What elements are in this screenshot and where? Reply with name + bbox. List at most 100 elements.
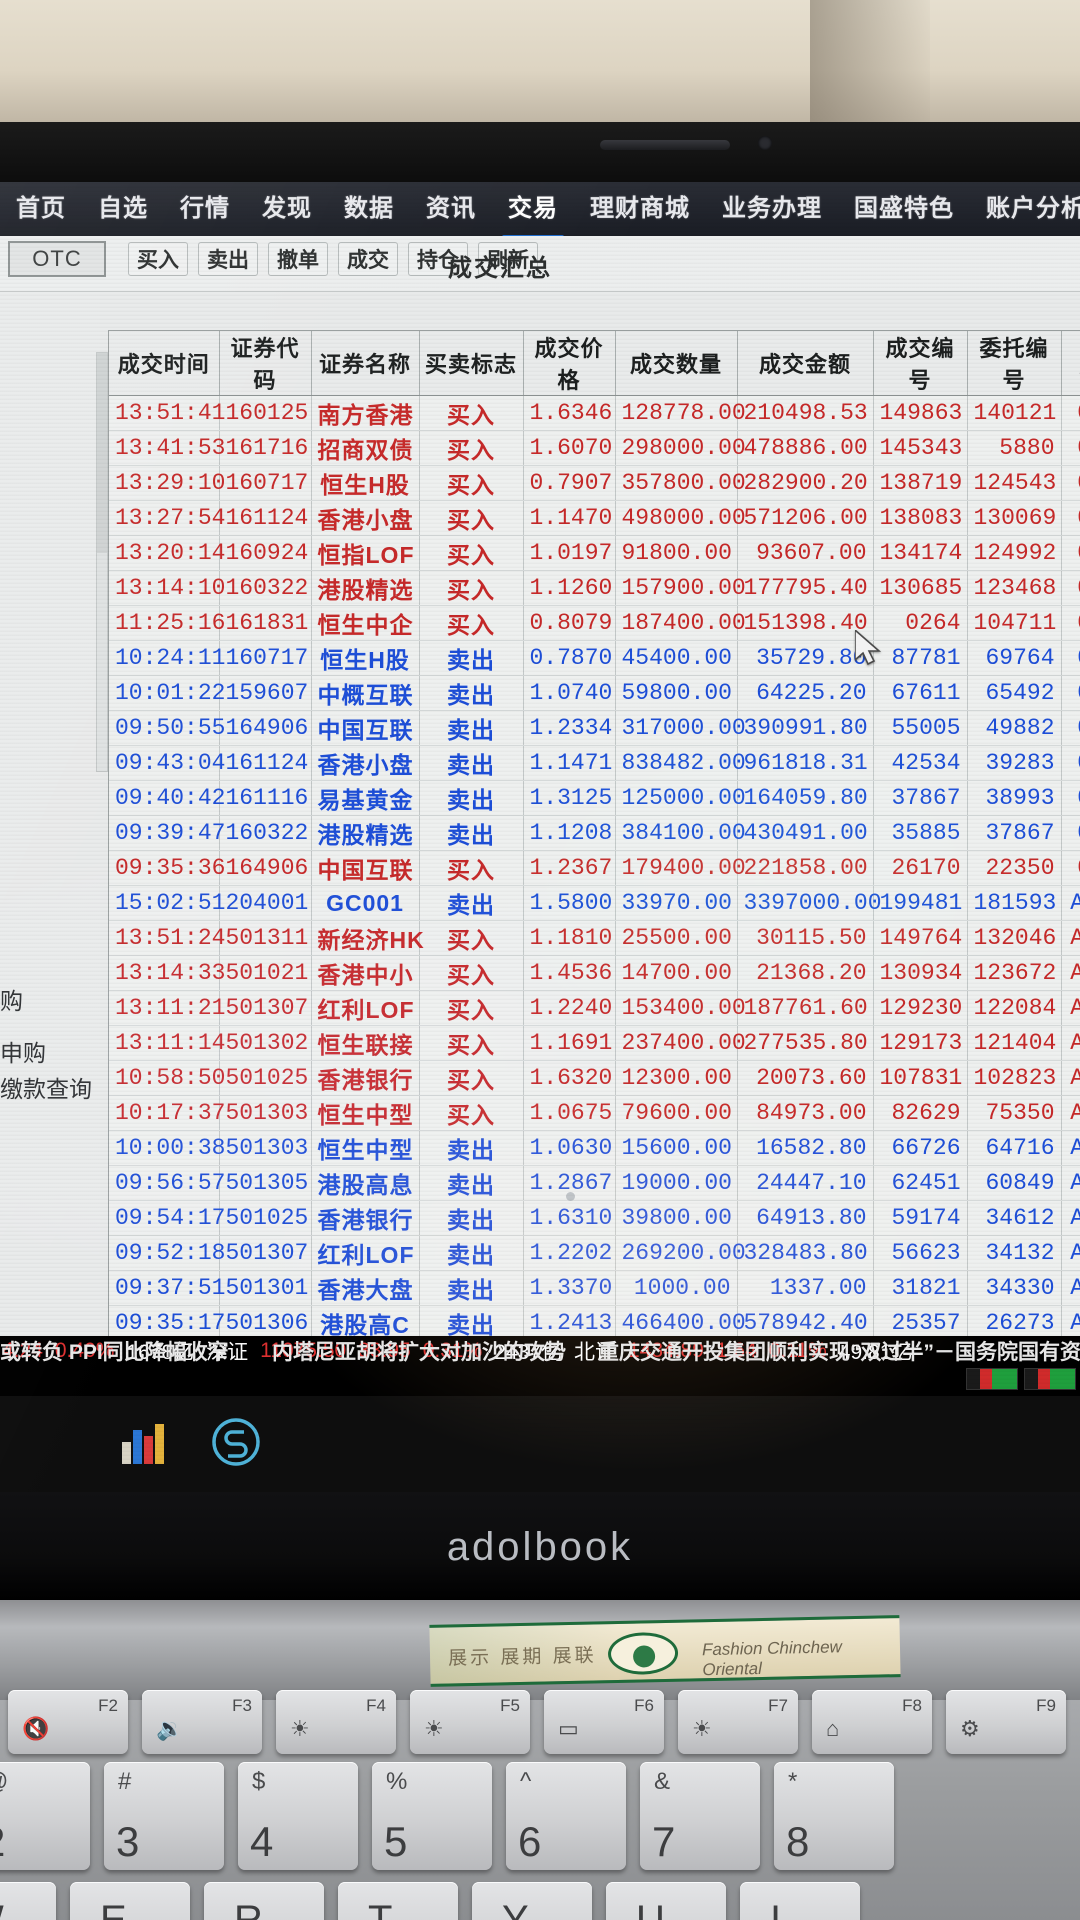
column-header-0[interactable]: 成交时间 (109, 331, 220, 396)
nav-item-1[interactable]: 自选 (98, 195, 148, 222)
sidebar-item-0[interactable]: 购 (0, 988, 23, 1014)
column-header-7[interactable]: 成交编号 (873, 331, 968, 396)
nav-item-6[interactable]: 交易 (492, 182, 574, 242)
toolbar-button-2[interactable]: 撤单 (268, 242, 328, 276)
table-row[interactable]: 09:56:57 501305 港股高息 卖出 1.2867 19000.00 24447.… (109, 1165, 1080, 1201)
toolbar-button-3[interactable]: 成交 (338, 242, 398, 276)
nav-item-8[interactable]: 业务办理 (722, 195, 822, 222)
key-f4[interactable]: ☀ F4 (276, 1690, 396, 1754)
table-row[interactable]: 09:43:04 161124 香港小盘 卖出 1.1471 838482.00 96181… (109, 745, 1080, 781)
table-row[interactable]: 13:51:41 160125 南方香港 买入 1.6346 128778.00 21049… (109, 395, 1080, 431)
news-item-0[interactable]: 或转负 PPI同比降幅收窄 (0, 1341, 229, 1364)
table-row[interactable]: 13:11:21 501307 红利LOF 买入 1.2240 153400.00 1877… (109, 990, 1080, 1026)
key-w[interactable]: W (0, 1882, 56, 1920)
toolbar-button-1[interactable]: 卖出 (198, 242, 258, 276)
key-f2[interactable]: 🔇 F2 (8, 1690, 128, 1754)
news-item-1[interactable]: 内塔尼亚胡将扩大对加沙的攻势 (272, 1341, 566, 1364)
key-5[interactable]: % 5 (372, 1762, 492, 1870)
key-f3[interactable]: 🔉 F3 (142, 1690, 262, 1754)
cell-price: 1.1691 (523, 1025, 616, 1061)
table-row[interactable]: 10:00:38 501303 恒生中型 卖出 1.0630 15600.00 16582.… (109, 1130, 1080, 1166)
nav-item-4[interactable]: 数据 (344, 195, 394, 222)
key-f9[interactable]: ⚙ F9 (946, 1690, 1066, 1754)
column-header-9[interactable]: 股 (1061, 331, 1080, 396)
table-row[interactable]: 09:40:42 161116 易基黄金 卖出 1.3125 125000.00 16405… (109, 780, 1080, 816)
table-row[interactable]: 13:27:54 161124 香港小盘 买入 1.1470 498000.00 57120… (109, 500, 1080, 536)
table-row[interactable]: 13:51:24 501311 新经济HK 买入 1.1810 25500.00 30115… (109, 920, 1080, 956)
key-f6[interactable]: ▭ F6 (544, 1690, 664, 1754)
cell-time: 13:14:10 (109, 570, 225, 606)
nav-item-2[interactable]: 行情 (180, 195, 230, 222)
nav-item-3[interactable]: 发现 (262, 195, 312, 222)
toolbar-button-group: 买入 卖出 撤单 成交 持仓 刷新 (128, 242, 538, 276)
nav-item-10[interactable]: 账户分析 (986, 195, 1080, 222)
cell-name: 恒生联接 (311, 1025, 420, 1061)
cell-amount: 210498.53 (737, 395, 874, 431)
key-y[interactable]: Y (472, 1882, 592, 1920)
key-f7[interactable]: ☀ F7 (678, 1690, 798, 1754)
column-header-8[interactable]: 委托编号 (967, 331, 1062, 396)
table-row[interactable]: 15:02:51 204001 GC001 卖出 1.5800 33970.00 33970… (109, 885, 1080, 921)
key-3[interactable]: #3 (104, 1762, 224, 1870)
cell-price: 1.0740 (523, 675, 616, 711)
table-row[interactable]: 10:17:37 501303 恒生中型 买入 1.0675 79600.00 84973.… (109, 1095, 1080, 1131)
table-row[interactable]: 09:37:51 501301 香港大盘 卖出 1.3370 1000.00 1337.00… (109, 1270, 1080, 1306)
cell-qty: 237400.00 (615, 1025, 746, 1061)
key-r[interactable]: R (204, 1882, 324, 1920)
nav-item-9[interactable]: 国盛特色 (854, 195, 954, 222)
table-row[interactable]: 10:01:22 159607 中概互联 卖出 1.0740 59800.00 64225.… (109, 675, 1080, 711)
key-6[interactable]: ^ 6 (506, 1762, 626, 1870)
chart-app-icon[interactable] (118, 1416, 174, 1468)
key-t[interactable]: T (338, 1882, 458, 1920)
nav-item-5[interactable]: 资讯 (426, 195, 476, 222)
table-row[interactable]: 09:50:55 164906 中国互联 卖出 1.2334 317000.00 39099… (109, 710, 1080, 746)
table-row[interactable]: 09:52:18 501307 红利LOF 卖出 1.2202 269200.00 3284… (109, 1235, 1080, 1271)
sidebar-item-2[interactable]: 缴款查询 (0, 1076, 92, 1102)
cell-time: 13:51:41 (109, 395, 225, 431)
key-4[interactable]: $4 (238, 1762, 358, 1870)
broker-app-icon[interactable] (208, 1414, 264, 1470)
key-8[interactable]: * 8 (774, 1762, 894, 1870)
keyboard-backlight-icon: ☀ (692, 1716, 712, 1741)
table-row[interactable]: 11:25:16 161831 恒生中企 买入 0.8079 187400.00 15139… (109, 605, 1080, 641)
scrollbar-thumb[interactable] (97, 353, 107, 553)
vertical-scrollbar[interactable] (96, 352, 108, 772)
column-header-6[interactable]: 成交金额 (737, 331, 874, 396)
toolbar-button-5[interactable]: 刷新 (478, 242, 538, 276)
toolbar-button-0[interactable]: 买入 (128, 242, 188, 276)
nav-item-7[interactable]: 理财商城 (590, 195, 690, 222)
toolbar-button-4[interactable]: 持仓 (408, 242, 468, 276)
column-header-1[interactable]: 证券代码 (219, 331, 312, 396)
table-row[interactable]: 13:29:10 160717 恒生H股 买入 0.7907 357800.00 28290… (109, 465, 1080, 501)
column-header-2[interactable]: 证券名称 (311, 331, 420, 396)
table-row[interactable]: 10:24:11 160717 恒生H股 卖出 0.7870 45400.00 35729.… (109, 640, 1080, 676)
key-f5[interactable]: ☀ F5 (410, 1690, 530, 1754)
table-row[interactable]: 13:20:14 160924 恒指LOF 买入 1.0197 91800.00 93607… (109, 535, 1080, 571)
cell-deal: 37867 (873, 780, 968, 816)
cell-price: 1.2334 (523, 710, 616, 746)
key-f8[interactable]: ⌂ F8 (812, 1690, 932, 1754)
column-header-3[interactable]: 买卖标志 (419, 331, 524, 396)
table-row[interactable]: 09:35:36 164906 中国互联 买入 1.2367 179400.00 22185… (109, 850, 1080, 886)
table-row[interactable]: 09:39:47 160322 港股精选 卖出 1.1208 384100.00 43049… (109, 815, 1080, 851)
sidebar-item-1[interactable]: 申购 (0, 1040, 46, 1066)
table-row[interactable]: 13:14:33 501021 香港中小 买入 1.4536 14700.00 21368.… (109, 955, 1080, 991)
cell-deal: 138083 (873, 500, 968, 536)
tab-otc[interactable]: OTC (8, 241, 106, 277)
table-row[interactable]: 13:11:14 501302 恒生联接 买入 1.1691 237400.00 27753… (109, 1025, 1080, 1061)
key-2[interactable]: @2 (0, 1762, 90, 1870)
table-row[interactable]: 13:14:10 160322 港股精选 买入 1.1260 157900.00 17779… (109, 570, 1080, 606)
key-i[interactable]: I (740, 1882, 860, 1920)
key-7[interactable]: & 7 (640, 1762, 760, 1870)
key-e[interactable]: E (70, 1882, 190, 1920)
news-item-2[interactable]: 重庆交通开投集团顺利实现“双过半”－国务院国有资产 (598, 1341, 1080, 1364)
table-row[interactable]: 13:41:53 161716 招商双债 买入 1.6070 298000.00 47888… (109, 430, 1080, 466)
key-u[interactable]: U (606, 1882, 726, 1920)
cell-qty: 125000.00 (615, 780, 746, 816)
column-header-4[interactable]: 成交价格 (523, 331, 616, 396)
table-row[interactable]: 10:58:50 501025 香港银行 买入 1.6320 12300.00 20073.… (109, 1060, 1080, 1096)
table-row[interactable]: 09:54:17 501025 香港银行 卖出 1.6310 39800.00 64913.… (109, 1200, 1080, 1236)
cell-deal: 66726 (873, 1130, 968, 1166)
column-header-5[interactable]: 成交数量 (615, 331, 738, 396)
nav-item-0[interactable]: 首页 (16, 195, 66, 222)
